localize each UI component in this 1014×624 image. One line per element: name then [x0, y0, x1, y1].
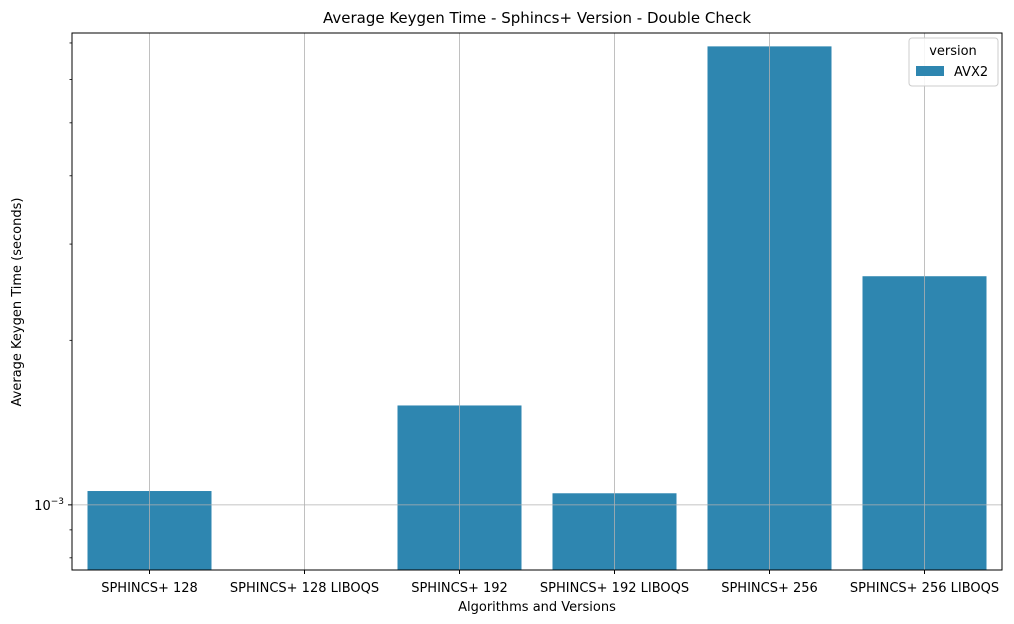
tick-layer: SPHINCS+ 128 SPHINCS+ 128 LIBOQS SPHINCS+ …: [34, 42, 999, 596]
x-tick-label-5: SPHINCS+ 256 LIBOQS: [850, 581, 999, 596]
x-axis-label: Algorithms and Versions: [458, 600, 616, 615]
plot-frame: [71, 32, 1003, 571]
y-axis-label: Average Keygen Time (seconds): [10, 198, 25, 407]
legend-title: version: [929, 44, 977, 59]
x-tick-label-1: SPHINCS+ 128 LIBOQS: [230, 581, 379, 596]
x-tick-label-4: SPHINCS+ 256: [721, 581, 818, 596]
x-tick-label-0: SPHINCS+ 128: [101, 581, 198, 596]
y-tick-label-exponent: −3: [51, 497, 64, 507]
y-tick-label-base: 10: [34, 499, 51, 514]
x-tick-label-2: SPHINCS+ 192: [411, 581, 508, 596]
chart-title: Average Keygen Time - Sphincs+ Version -…: [323, 9, 751, 27]
legend: version AVX2: [908, 37, 999, 87]
legend-swatch: [916, 66, 944, 76]
x-tick-label-3: SPHINCS+ 192 LIBOQS: [540, 581, 689, 596]
legend-entry-avx2: AVX2: [954, 65, 988, 80]
y-tick-label-0: 10−3: [34, 497, 64, 514]
grid-layer-front: [72, 33, 1002, 570]
